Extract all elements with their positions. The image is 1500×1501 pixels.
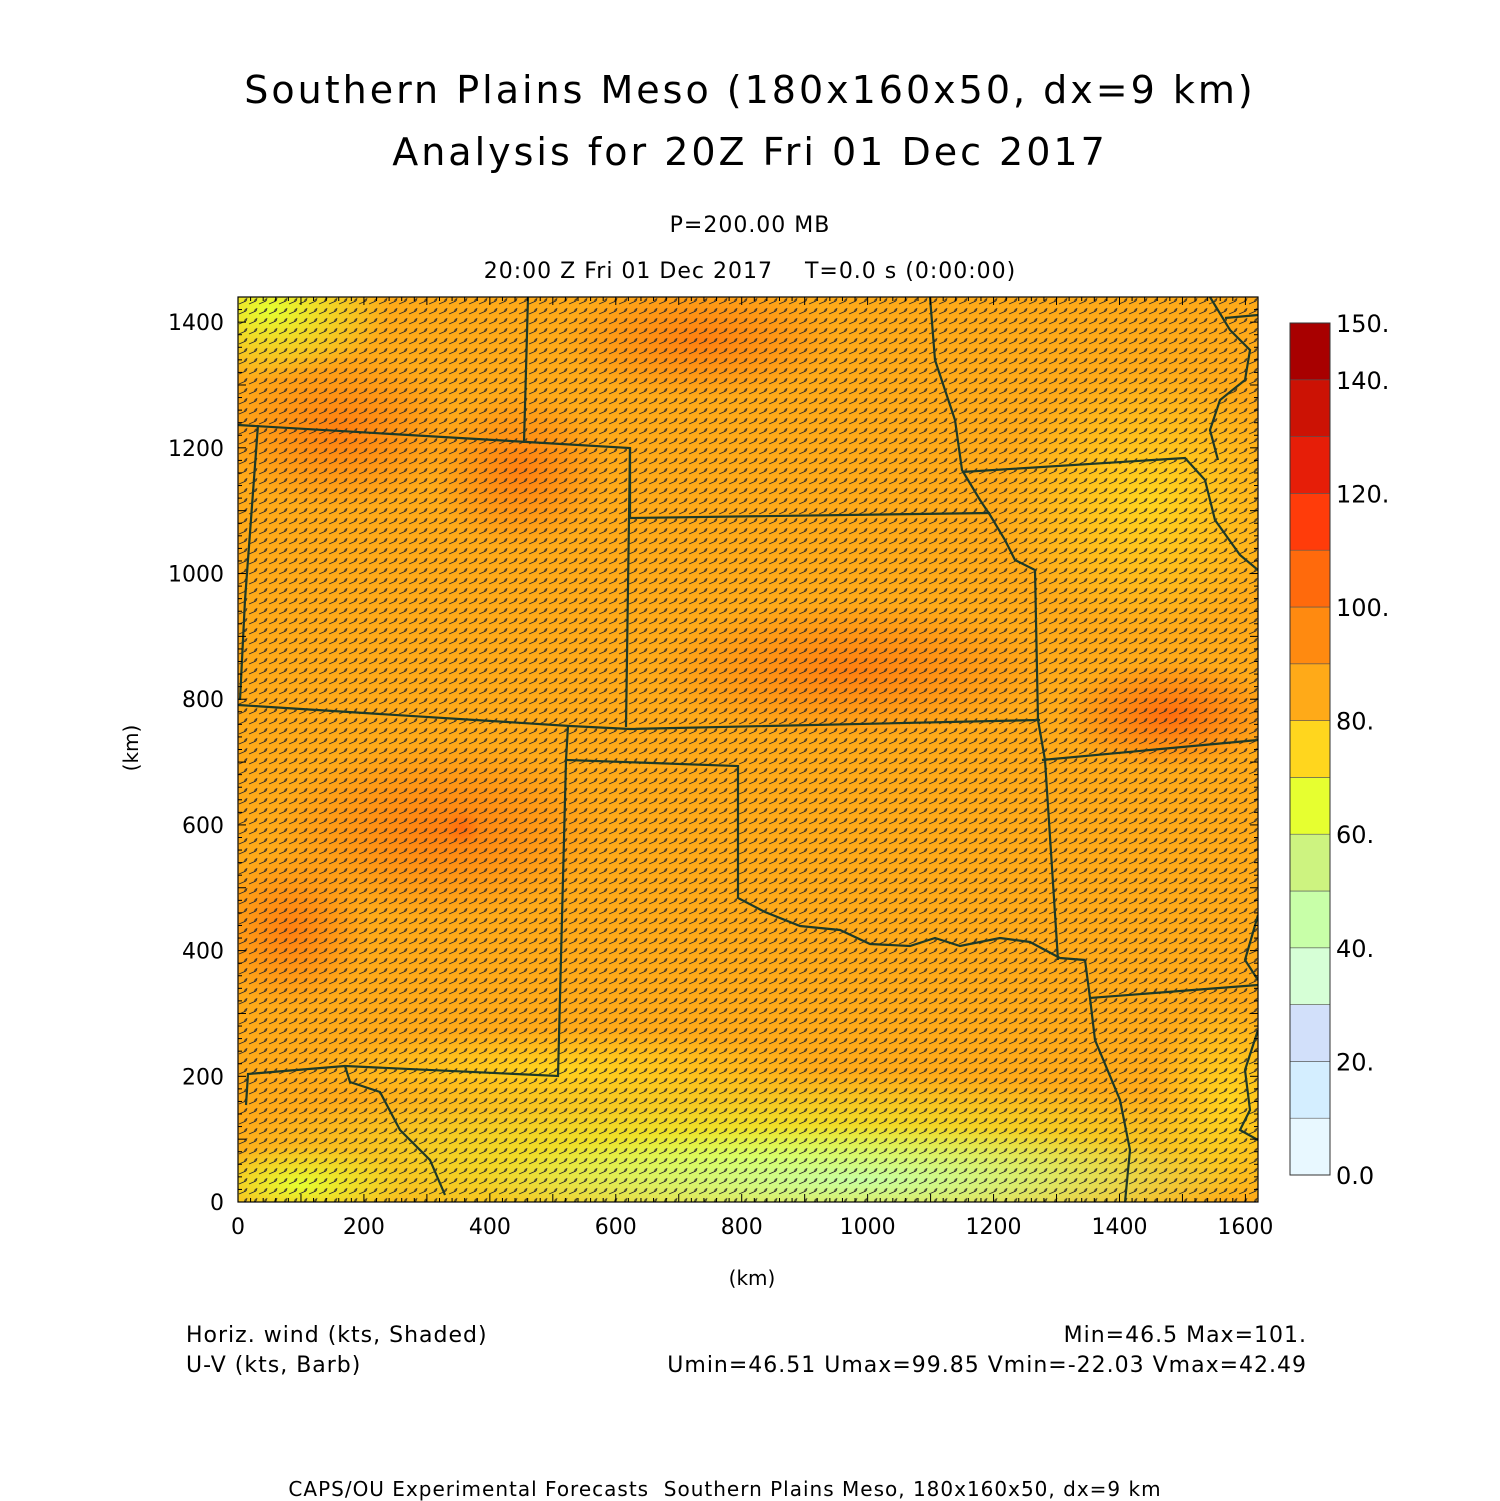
x-tick-label: 1400 [1091,1215,1147,1240]
y-tick-label: 600 [182,814,224,839]
footer-barb-label: U-V (kts, Barb) [186,1353,362,1378]
shaded-field [238,297,1258,1202]
footer-uv-stats: Umin=46.51 Umax=99.85 Vmin=-22.03 Vmax=4… [667,1353,1307,1378]
pressure-level: P=200.00 MB [669,213,831,238]
x-tick-label: 1200 [966,1215,1022,1240]
x-tick-label: 600 [595,1215,637,1240]
y-tick-label: 0 [210,1191,224,1216]
title-line-1: Southern Plains Meso (180x160x50, dx=9 k… [244,68,1256,112]
colorbar-label: 100. [1336,594,1389,622]
x-tick-label: 200 [343,1215,385,1240]
footer-min-max: Min=46.5 Max=101. [1063,1323,1307,1348]
colorbar-label: 0.0 [1336,1162,1374,1190]
colorbar-frame [1289,322,1331,1176]
y-tick-label: 200 [182,1065,224,1090]
x-axis-label: (km) [729,1266,776,1290]
colorbar-segment [1289,606,1331,665]
state-boundaries [238,297,1258,1202]
colorbar-segment [1289,322,1331,381]
y-tick-label: 1200 [168,437,224,462]
colorbar-segment [1289,777,1331,835]
colorbar [1289,322,1331,1176]
colorbar-segment [1289,1117,1331,1176]
y-tick-label: 1000 [168,563,224,588]
colorbar-label: 40. [1336,935,1374,963]
colorbar-label: 60. [1336,821,1374,849]
colorbar-label: 80. [1336,708,1374,736]
colorbar-segment [1289,1004,1331,1062]
colorbar-segment [1289,379,1331,437]
y-tick-label: 1400 [168,311,224,336]
colorbar-label: 150. [1336,310,1389,338]
x-tick-label: 400 [469,1215,511,1240]
colorbar-segment [1289,1061,1331,1119]
y-tick-label: 800 [182,688,224,713]
colorbar-label: 120. [1336,480,1389,508]
colorbar-segment [1289,720,1331,778]
x-tick-label: 0 [231,1215,245,1240]
colorbar-segment [1289,947,1331,1005]
valid-time: 20:00 Z Fri 01 Dec 2017 T=0.0 s (0:00:00… [483,259,1017,284]
title-line-2: Analysis for 20Z Fri 01 Dec 2017 [392,130,1108,174]
colorbar-segment [1289,493,1331,551]
colorbar-segment [1289,663,1331,721]
footer-shaded-label: Horiz. wind (kts, Shaded) [186,1323,488,1348]
x-tick-label: 1600 [1217,1215,1273,1240]
colorbar-segment [1289,833,1331,892]
y-axis-label: (km) [119,725,143,772]
credit-line: CAPS/OU Experimental Forecasts Southern … [288,1477,1162,1501]
colorbar-segment [1289,890,1331,949]
y-tick-label: 400 [182,940,224,965]
x-tick-label: 800 [721,1215,763,1240]
colorbar-label: 140. [1336,367,1389,395]
colorbar-label: 20. [1336,1048,1374,1076]
colorbar-segment [1289,549,1331,608]
x-tick-label: 1000 [840,1215,896,1240]
colorbar-segment [1289,436,1331,494]
